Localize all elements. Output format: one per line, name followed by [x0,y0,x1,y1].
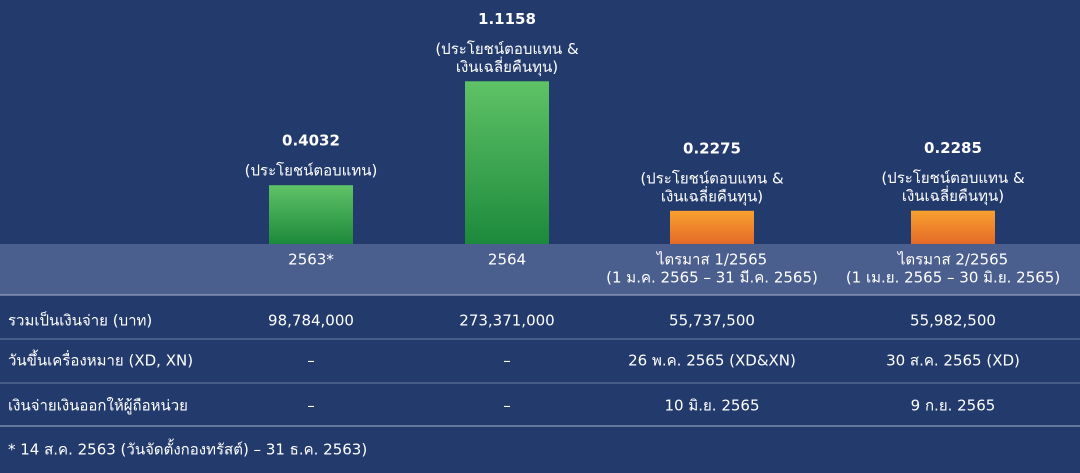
bar-note: เงินเฉลี่ยคืนทุน) [902,185,1004,206]
category-label: (1 ม.ค. 2565 – 31 มี.ค. 2565) [606,269,818,287]
table-cell: – [307,397,315,415]
bar-note: (ประโยชน์ตอบแทน) [245,162,378,180]
row-label: รวมเป็นเงินจ่าย (บาท) [8,311,152,330]
table-cell: 26 พ.ค. 2565 (XD&XN) [628,352,796,370]
bar-note: (ประโยชน์ตอบแทน & [435,40,579,58]
table-cell: 273,371,000 [459,312,554,330]
category-label: 2564 [488,251,526,269]
bar-note: (ประโยชน์ตอบแทน & [881,169,1025,187]
table-cell: 55,737,500 [669,312,755,330]
row-label: วันขึ้นเครื่องหมาย (XD, XN) [8,350,193,370]
table-cell: – [503,397,511,415]
bar-note: เงินเฉลี่ยคืนทุน) [661,185,763,206]
table-cell: 10 มิ.ย. 2565 [664,397,759,415]
category-label: 2563* [288,251,334,269]
table-cell: 55,982,500 [910,312,996,330]
value-label: 0.2285 [924,139,982,157]
table-cell: 30 ส.ค. 2565 (XD) [886,352,1020,370]
category-label: ไตรมาส 2/2565 [897,251,1008,269]
header-band [0,244,1080,295]
bar [465,81,549,244]
table-cell: 98,784,000 [268,312,354,330]
table-cell: – [307,352,315,370]
category-label: (1 เม.ย. 2565 – 30 มิ.ย. 2565) [846,269,1060,287]
bar [269,185,353,244]
bar [670,210,754,244]
value-label: 0.2275 [683,139,741,157]
bar-note: (ประโยชน์ตอบแทน & [640,169,784,187]
footnote: * 14 ส.ค. 2563 (วันจัดตั้งกองทรัสต์) – 3… [8,439,367,459]
table-cell: – [503,352,511,370]
category-label: ไตรมาส 1/2565 [656,251,767,269]
bar [911,210,995,244]
bar-note: เงินเฉลี่ยคืนทุน) [456,56,558,77]
value-label: 1.1158 [478,10,536,28]
value-label: 0.4032 [282,132,340,150]
table-cell: 9 ก.ย. 2565 [911,397,996,415]
row-label: เงินจ่ายเงินออกให้ผู้ถือหน่วย [8,397,188,415]
